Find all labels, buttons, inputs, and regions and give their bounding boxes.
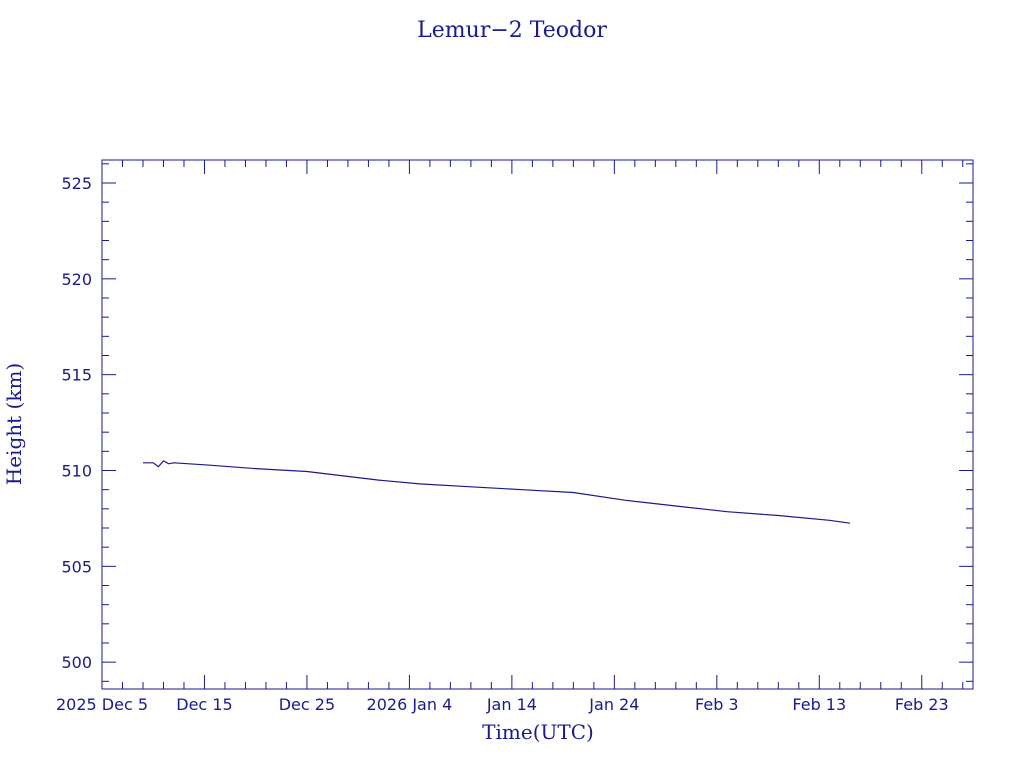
y-tick-label: 520	[61, 270, 92, 289]
y-tick-label: 500	[61, 653, 92, 672]
y-tick-label: 510	[61, 462, 92, 481]
axis-ticks	[101, 160, 973, 689]
x-tick-label: 2026 Jan 4	[367, 695, 453, 714]
chart-title: Lemur−2 Teodor	[417, 18, 607, 43]
series-line	[143, 460, 851, 524]
y-tick-label: 525	[61, 174, 92, 193]
y-tick-label: 505	[61, 557, 92, 576]
x-tick-label: 2025 Dec 5	[56, 695, 148, 714]
y-axis-label: Height (km)	[2, 363, 26, 485]
y-tick-label: 515	[61, 366, 92, 385]
x-tick-label: Feb 13	[792, 695, 846, 714]
x-tick-label: Feb 23	[895, 695, 949, 714]
x-tick-label: Jan 24	[588, 695, 639, 714]
x-tick-label: Feb 3	[695, 695, 739, 714]
x-axis-label: Time(UTC)	[482, 720, 594, 744]
series-group	[143, 460, 851, 524]
plot-frame	[101, 159, 974, 690]
x-tick-label: Dec 25	[279, 695, 335, 714]
tick-labels: 500 505 510 515 520 525 2025 Dec 5 Dec 15 Dec 25…	[56, 174, 949, 714]
x-tick-label: Jan 14	[486, 695, 537, 714]
x-tick-label: Dec 15	[176, 695, 232, 714]
